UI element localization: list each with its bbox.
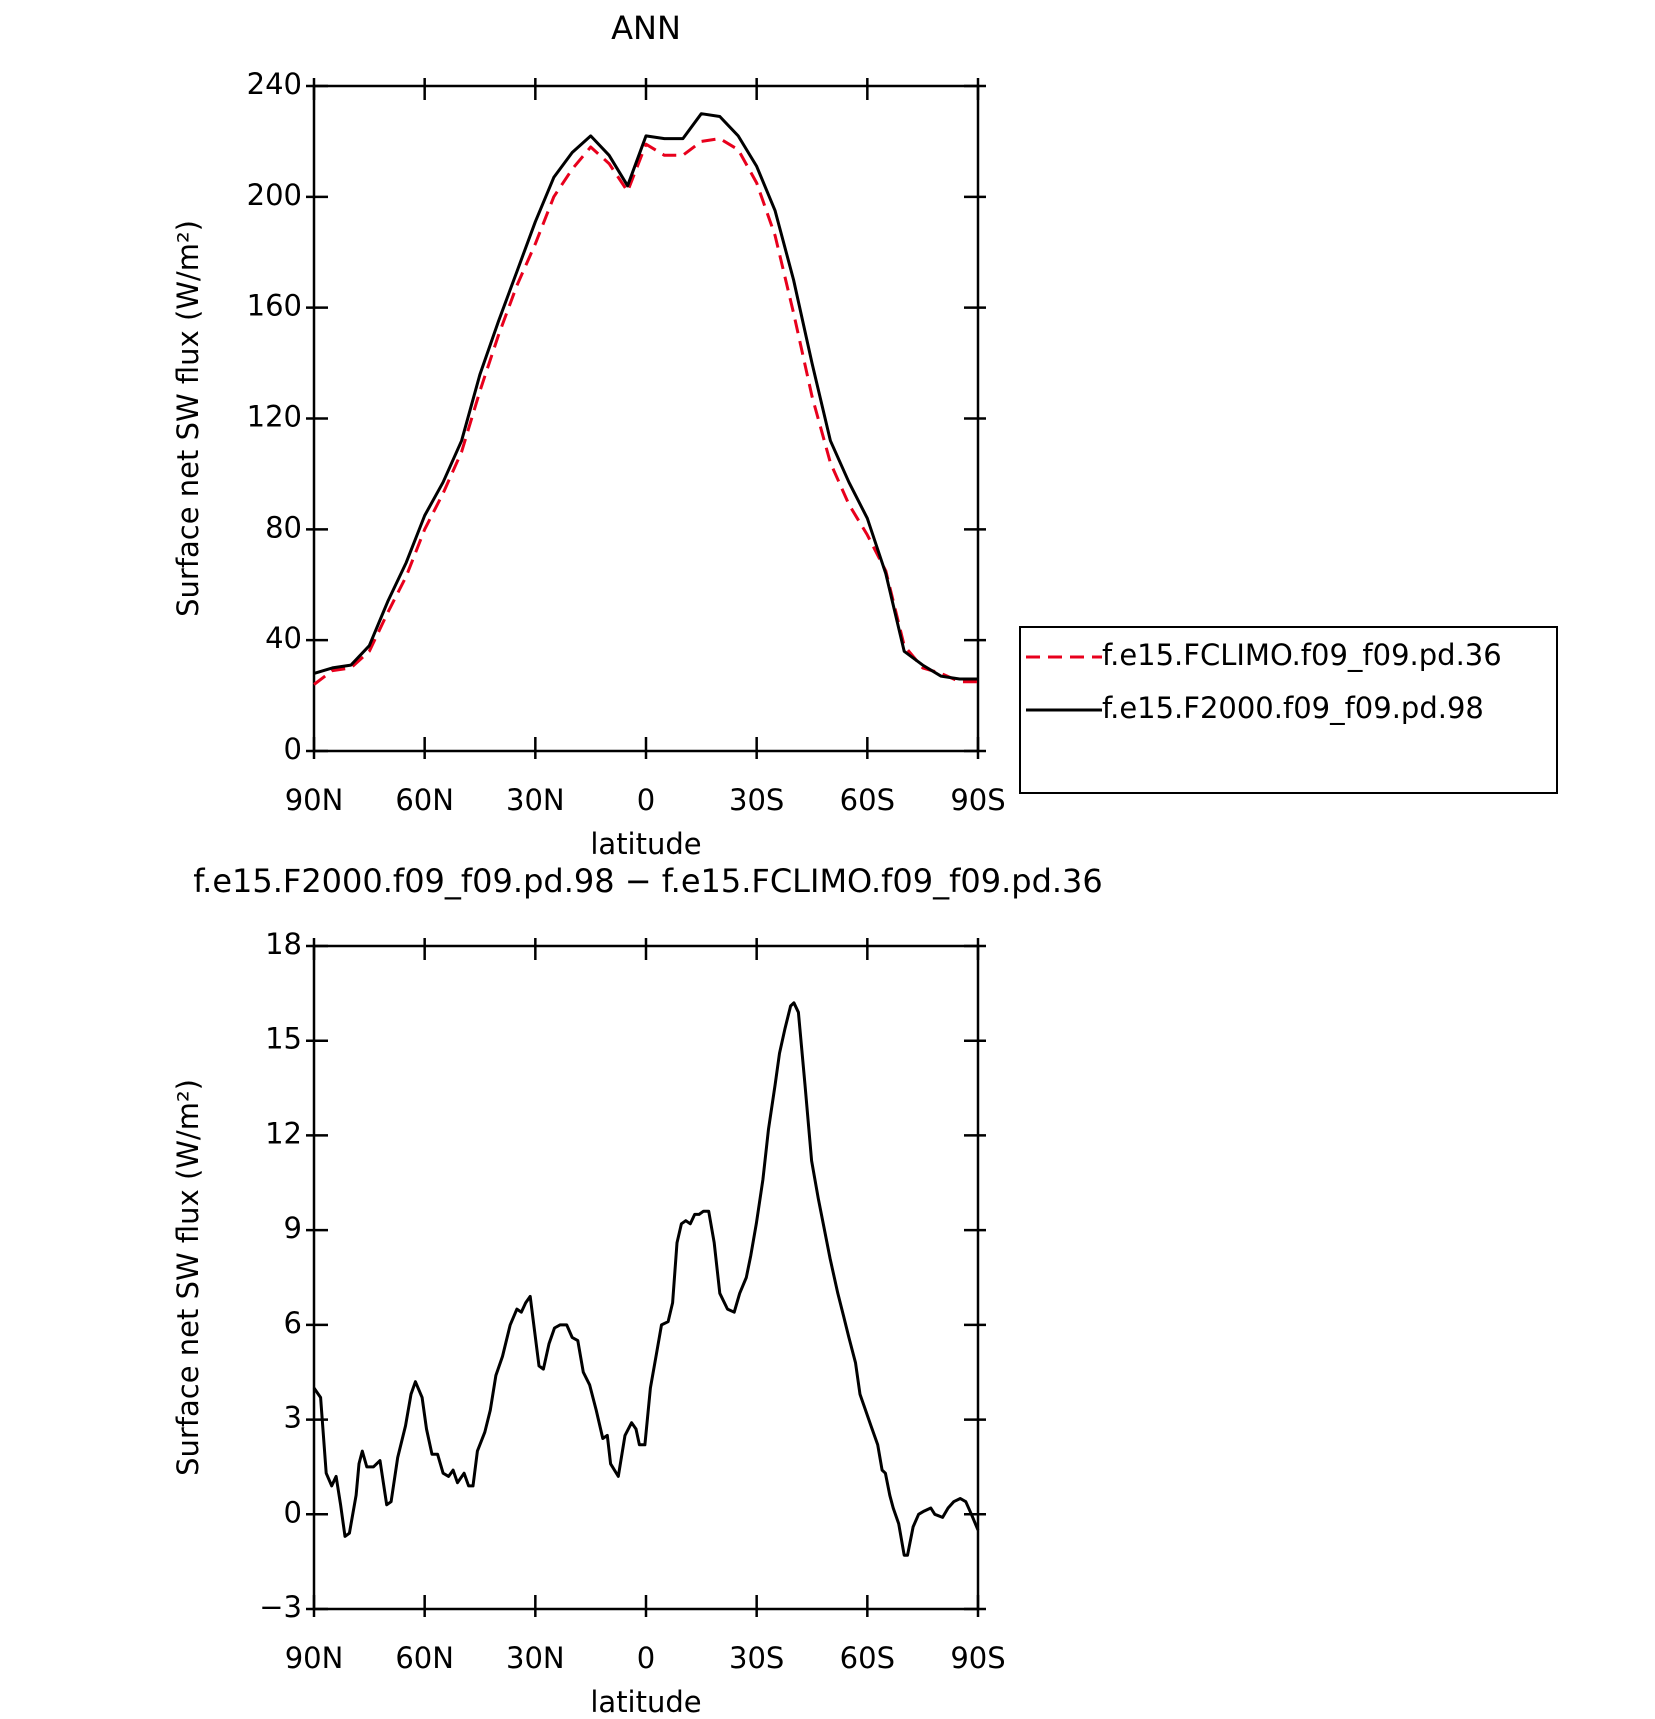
y-tick-label: 6	[284, 1306, 302, 1340]
y-axis-label: Surface net SW flux (W/m²)	[171, 220, 205, 617]
x-tick-label: 30S	[729, 783, 784, 817]
y-tick-label: 3	[284, 1401, 302, 1435]
x-axis-label: latitude	[590, 827, 701, 861]
x-tick-label: 30N	[506, 783, 565, 817]
y-tick-label: 18	[265, 927, 302, 961]
x-tick-label: 30N	[506, 1641, 565, 1675]
x-tick-label: 90S	[950, 1641, 1005, 1675]
x-tick-label: 60S	[840, 1641, 895, 1675]
x-tick-label: 0	[637, 783, 655, 817]
x-tick-label: 90N	[285, 1641, 344, 1675]
x-tick-label: 60N	[395, 783, 454, 817]
legend-box	[1019, 626, 1558, 794]
plot-frame	[312, 84, 980, 753]
y-tick-label: 80	[265, 510, 302, 544]
chart-title: ANN	[611, 9, 681, 47]
x-tick-label: 30S	[729, 1641, 784, 1675]
y-tick-label: 0	[284, 732, 302, 766]
chart-title: f.e15.F2000.f09_f09.pd.98 − f.e15.FCLIMO…	[193, 862, 1103, 900]
data-line	[313, 112, 978, 681]
y-tick-label: 0	[284, 1495, 302, 1529]
x-tick-label: 90N	[285, 783, 344, 817]
y-tick-label: 160	[247, 289, 302, 323]
x-tick-label: 60S	[840, 783, 895, 817]
y-tick-label: 15	[265, 1022, 302, 1056]
plot-frame	[312, 944, 980, 1611]
data-line	[313, 137, 978, 686]
x-tick-label: 60N	[395, 1641, 454, 1675]
y-tick-label: 120	[247, 400, 302, 434]
y-tick-label: 12	[265, 1116, 302, 1150]
y-tick-label: 240	[247, 67, 302, 101]
y-tick-label: 9	[284, 1211, 302, 1245]
y-tick-label: 40	[265, 621, 302, 655]
data-line	[312, 1001, 980, 1557]
legend-label: f.e15.F2000.f09_f09.pd.98	[1102, 691, 1484, 725]
x-tick-label: 90S	[950, 783, 1005, 817]
y-axis-label: Surface net SW flux (W/m²)	[171, 1079, 205, 1476]
y-tick-label: 200	[247, 178, 302, 212]
legend-label: f.e15.FCLIMO.f09_f09.pd.36	[1102, 638, 1502, 672]
x-axis-label: latitude	[590, 1685, 701, 1719]
x-tick-label: 0	[637, 1641, 655, 1675]
y-tick-label: −3	[259, 1590, 302, 1624]
